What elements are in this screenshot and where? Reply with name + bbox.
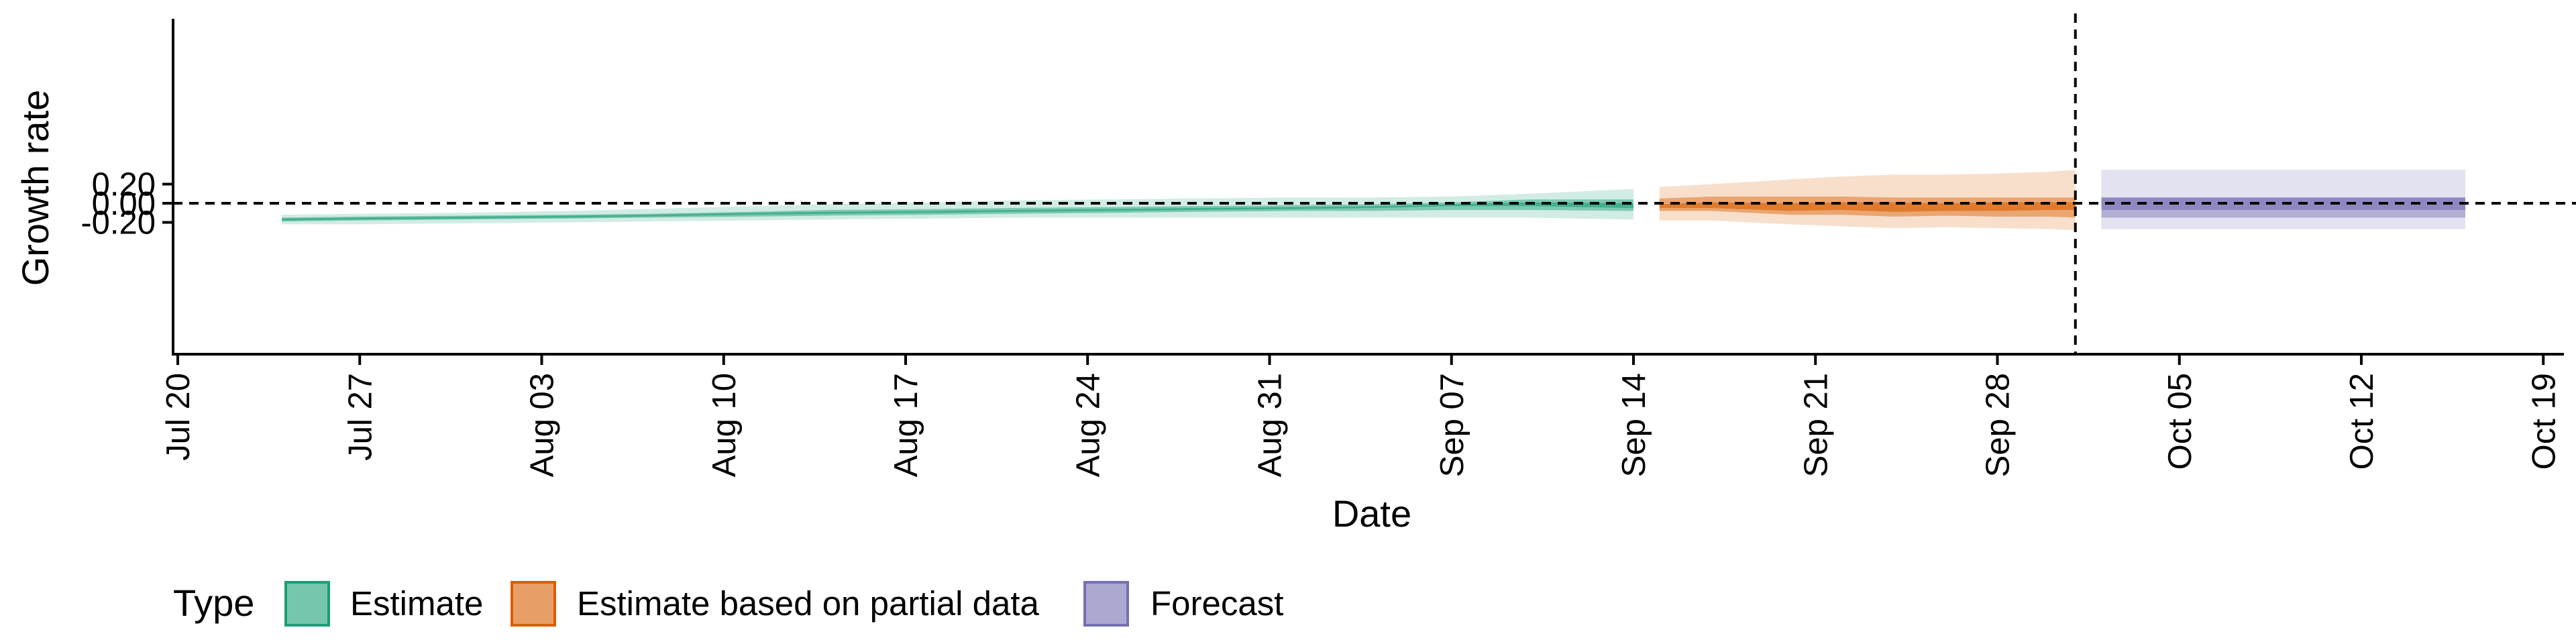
x-axis-ticks: Jul 20 Jul 27 Aug 03 Aug 10 Aug 17 Aug 24 Aug … [160, 354, 2562, 477]
x-tick-label: Sep 07 [1434, 373, 1470, 477]
x-tick-label: Aug 24 [1070, 373, 1106, 477]
estimate-based-on-partial-data-interval-90 [1659, 170, 2076, 230]
x-tick-label: Aug 17 [888, 373, 924, 477]
x-axis-title: Date [1332, 492, 1411, 535]
estimate-interval-20 [282, 202, 1633, 221]
x-tick-label: Aug 03 [525, 373, 561, 477]
legend: Type Estimate Estimate based on partial d… [173, 581, 1283, 627]
legend-label-estimate: Estimate [350, 584, 483, 623]
estimate-based-on-partial-data-interval-20 [1659, 202, 2076, 212]
reference-lines [173, 13, 2576, 354]
x-tick-label: Oct 19 [2526, 373, 2562, 470]
series-forecast [2101, 170, 2465, 229]
x-tick-label: Aug 10 [706, 373, 743, 477]
axes [172, 19, 2564, 356]
legend-label-estimate-based-on-partial-data: Estimate based on partial data [577, 584, 1040, 623]
legend-swatch-forecast [1083, 581, 1129, 627]
legend-label-forecast: Forecast [1150, 584, 1283, 623]
x-tick-label: Oct 05 [2162, 373, 2198, 470]
series-estimate-based-on-partial-data [1659, 170, 2076, 230]
y-tick-label: 0.00 [92, 186, 156, 222]
y-tick-label: 0.20 [92, 167, 156, 203]
x-tick-label: Sep 28 [1980, 373, 2017, 477]
x-tick-label: Aug 31 [1252, 373, 1289, 477]
x-tick-label: Jul 20 [160, 373, 197, 461]
y-axis-title: Growth rate [14, 90, 56, 286]
x-tick-label: Sep 21 [1798, 373, 1834, 477]
y-tick-label: -0.20 [80, 205, 156, 241]
x-tick-label: Oct 12 [2344, 373, 2380, 470]
series-estimate [282, 189, 1633, 225]
legend-swatch-estimate-based-on-partial-data [511, 581, 556, 627]
legend-title: Type [173, 582, 254, 624]
x-tick-label: Sep 14 [1616, 373, 1652, 477]
x-tick-label: Jul 27 [342, 373, 378, 461]
legend-swatch-estimate [284, 581, 330, 627]
y-axis-ticks: 0.200.00-0.20 [80, 167, 173, 241]
